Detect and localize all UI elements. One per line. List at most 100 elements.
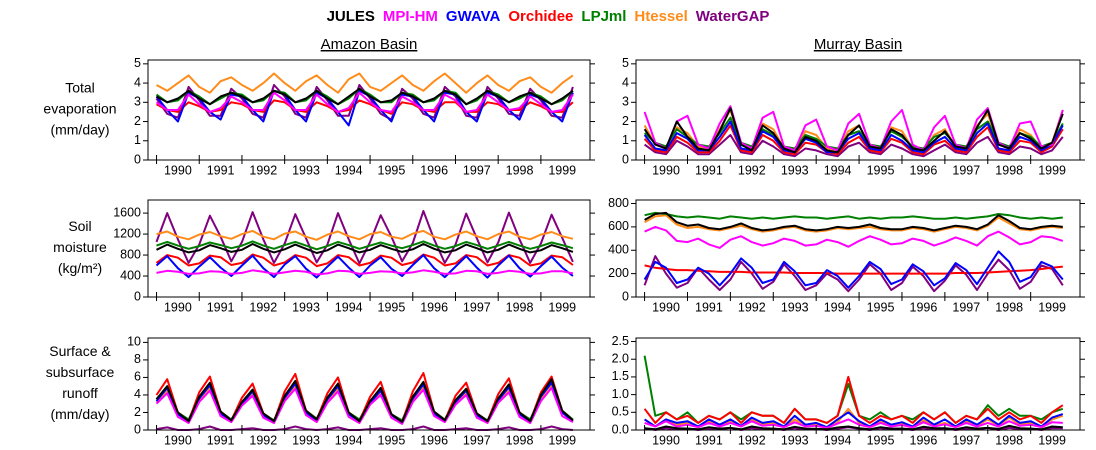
x-tick-label: 1991 <box>695 433 723 447</box>
plot-frame <box>635 199 1081 298</box>
series-line <box>644 264 1063 275</box>
x-tick-label: 1990 <box>164 433 192 447</box>
y-tick-label: 2 <box>622 114 629 128</box>
y-tick-label: 1 <box>622 133 629 147</box>
y-tick-label: 800 <box>608 196 629 210</box>
y-tick-label: 4 <box>134 387 141 401</box>
series-line <box>156 269 574 276</box>
y-tick-label: 3 <box>134 95 141 109</box>
y-tick-label: 0.0 <box>612 422 629 436</box>
x-tick-label: 1993 <box>292 433 320 447</box>
series-line <box>155 378 574 424</box>
series-line <box>643 120 1064 154</box>
x-tick-label: 1994 <box>824 300 852 314</box>
y-tick-label: 2.5 <box>612 334 629 348</box>
x-tick-label: 1991 <box>207 300 235 314</box>
y-axis-label: Soil <box>68 218 91 234</box>
y-axis-label: Surface & <box>49 343 111 359</box>
series-line <box>644 418 1063 429</box>
y-tick-label: 2 <box>134 114 141 128</box>
x-tick-label: 1992 <box>738 300 766 314</box>
plot-frame <box>147 199 591 298</box>
x-tick-label: 1996 <box>910 433 938 447</box>
y-tick-label: 1200 <box>113 226 141 240</box>
x-tick-label: 1997 <box>463 300 491 314</box>
series-line <box>643 355 1064 424</box>
y-tick-label: 0 <box>134 289 141 303</box>
x-tick-label: 1998 <box>506 433 534 447</box>
series-line <box>644 211 1063 220</box>
x-tick-label: 1993 <box>292 163 320 177</box>
y-tick-label: 3 <box>622 95 629 109</box>
x-tick-label: 1995 <box>867 163 895 177</box>
y-axis-label: runoff <box>62 385 98 401</box>
x-tick-label: 1992 <box>249 163 277 177</box>
x-tick-label: 1997 <box>463 433 491 447</box>
series-line <box>156 243 574 254</box>
x-tick-label: 1999 <box>1038 433 1066 447</box>
plot-frame <box>147 337 591 431</box>
series-line <box>644 214 1063 233</box>
y-axis-label: Total <box>65 80 95 96</box>
x-tick-label: 1998 <box>995 300 1023 314</box>
y-tick-label: 4 <box>134 75 141 89</box>
x-tick-label: 1999 <box>548 163 576 177</box>
x-tick-label: 1990 <box>652 300 680 314</box>
x-tick-label: 1991 <box>207 163 235 177</box>
y-axis-label: (mm/day) <box>50 406 109 422</box>
x-tick-label: 1995 <box>378 300 406 314</box>
y-tick-label: 0 <box>622 152 629 166</box>
x-tick-label: 1996 <box>910 163 938 177</box>
x-tick-label: 1991 <box>695 163 723 177</box>
y-tick-label: 1600 <box>113 205 141 219</box>
y-tick-label: 0 <box>622 289 629 303</box>
y-tick-label: 1.5 <box>612 369 629 383</box>
y-tick-label: 2 <box>134 405 141 419</box>
plot-frame <box>147 59 591 161</box>
series-line <box>643 375 1064 424</box>
y-tick-label: 800 <box>120 247 141 261</box>
x-tick-label: 1996 <box>420 163 448 177</box>
legend-entry: GWAVA <box>446 8 501 25</box>
x-tick-label: 1996 <box>910 300 938 314</box>
plot-frame <box>635 337 1081 431</box>
y-tick-label: 600 <box>608 219 629 233</box>
x-tick-label: 1994 <box>335 163 363 177</box>
series-line <box>156 425 573 431</box>
y-tick-label: 10 <box>127 335 141 349</box>
series-line <box>155 254 574 279</box>
legend-entry: Htessel <box>634 8 687 25</box>
x-tick-label: 1993 <box>292 300 320 314</box>
x-tick-label: 1993 <box>781 300 809 314</box>
x-tick-label: 1991 <box>207 433 235 447</box>
series-line <box>155 91 574 113</box>
x-tick-label: 1993 <box>781 163 809 177</box>
series-line <box>156 87 574 106</box>
x-tick-label: 1997 <box>952 300 980 314</box>
series-line <box>643 124 1064 156</box>
x-tick-label: 1998 <box>506 300 534 314</box>
legend: JULES MPI-HM GWAVA Orchidee LPJml Htessel Wate… <box>327 8 770 25</box>
y-axis-label: moisture <box>53 239 107 255</box>
series-line <box>644 411 1064 429</box>
series-line <box>155 386 574 425</box>
series-line <box>644 424 1063 431</box>
legend-entry: WaterGAP <box>696 8 770 25</box>
y-tick-label: 400 <box>608 243 629 257</box>
y-tick-label: 200 <box>608 266 629 280</box>
x-tick-label: 1995 <box>867 300 895 314</box>
y-tick-label: 6 <box>134 370 141 384</box>
series-line <box>643 107 1064 154</box>
x-tick-label: 1998 <box>506 163 534 177</box>
series-line <box>155 253 574 268</box>
y-axis-label: (kg/m²) <box>58 260 102 276</box>
series-line <box>156 229 574 241</box>
y-axis-label: evaporation <box>43 101 116 117</box>
y-tick-label: 0 <box>134 422 141 436</box>
x-tick-label: 1999 <box>1038 163 1066 177</box>
x-tick-label: 1996 <box>420 300 448 314</box>
x-tick-label: 1994 <box>824 163 852 177</box>
x-tick-label: 1990 <box>164 163 192 177</box>
y-tick-label: 0 <box>134 152 141 166</box>
plot-frame <box>635 59 1081 161</box>
